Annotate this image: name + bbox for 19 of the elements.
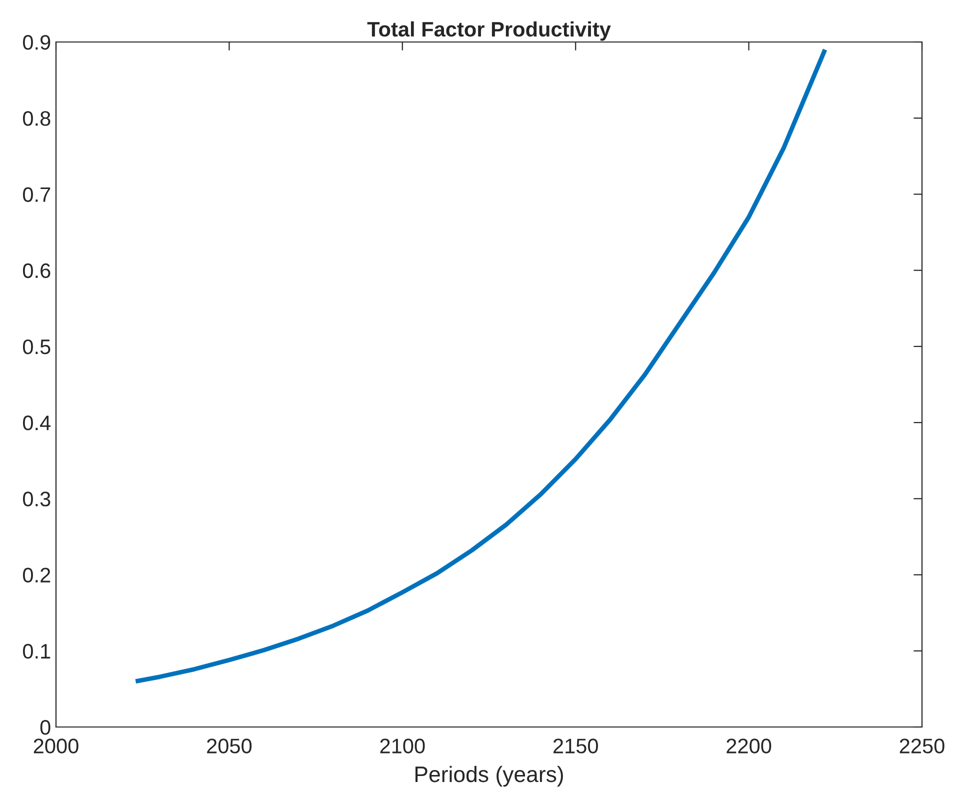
x-axis-title: Periods (years) (415, 766, 563, 787)
x-tick-label: 2100 (380, 738, 425, 754)
x-tick-label: 2250 (900, 738, 944, 754)
y-tick-label: 0.3 (22, 492, 50, 506)
y-tick-label: 0.7 (22, 187, 50, 202)
y-tick-label: 0.6 (22, 263, 50, 278)
x-tick-label: 2150 (553, 738, 598, 754)
y-tick-label: 0.5 (22, 339, 50, 354)
x-tick-label: 2050 (207, 738, 252, 754)
x-tick-label: 2000 (34, 738, 78, 754)
y-tick-label: 0.9 (22, 35, 50, 50)
x-tick-label: 2200 (726, 738, 772, 754)
y-tick-label: 0.8 (22, 111, 50, 126)
y-tick-label: 0.2 (22, 568, 50, 583)
line-series (133, 47, 828, 684)
y-tick-label: 0.4 (22, 416, 51, 430)
y-tick-label: 0 (40, 720, 50, 735)
chart-title: Total Factor Productivity (367, 21, 611, 41)
y-tick-label: 0.1 (22, 644, 50, 659)
